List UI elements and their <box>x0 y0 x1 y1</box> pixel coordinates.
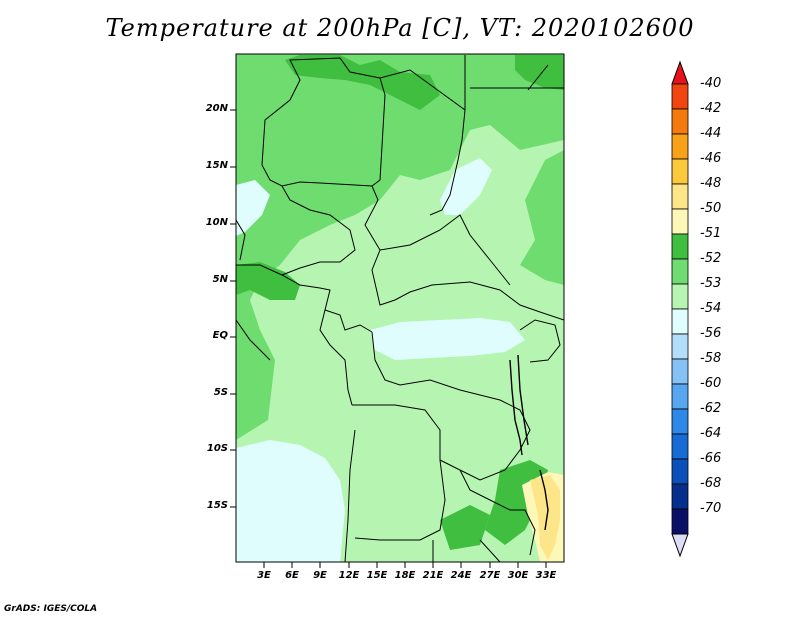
longitude-tick-marks <box>263 562 547 568</box>
lon-tick-label: 21E <box>422 570 444 581</box>
latitude-tick-marks <box>230 109 236 508</box>
field-band-56-w <box>236 180 270 236</box>
field-band-50-se <box>530 475 560 560</box>
lat-tick-label: 5N <box>212 274 228 285</box>
colorbar-swatch <box>671 283 689 310</box>
border-east-lakes-2 <box>517 354 529 446</box>
colorbar-label: -58 <box>700 351 722 366</box>
lat-tick-label: 15S <box>206 500 228 511</box>
border-n-right <box>464 55 564 110</box>
colorbar-label: -50 <box>700 201 722 216</box>
border-ne <box>379 69 466 216</box>
colorbar-label: -64 <box>700 426 722 441</box>
colorbar-swatch <box>671 108 689 135</box>
border-redsea <box>527 64 549 91</box>
colorbar-swatch <box>671 508 689 535</box>
colorbar <box>671 60 689 558</box>
lon-tick-label: 6E <box>285 570 299 581</box>
colorbar-label: -46 <box>700 151 722 166</box>
colorbar-swatch <box>671 433 689 460</box>
lat-tick-label: 5S <box>213 387 228 398</box>
colorbar-top-arrow <box>671 60 689 85</box>
field-band-52-s <box>440 505 490 550</box>
border-south <box>432 539 501 562</box>
field-band-53-east <box>520 150 564 285</box>
colorbar-bottom-arrow <box>671 533 689 558</box>
border-east-lakes <box>509 359 523 456</box>
border-zambia <box>439 459 536 556</box>
lat-tick-label: 15N <box>205 160 228 171</box>
colorbar-swatch <box>671 208 689 235</box>
country-borders <box>236 55 564 562</box>
border-nigeria <box>281 185 356 276</box>
lon-tick-label: 33E <box>535 570 557 581</box>
colorbar-swatch <box>671 83 689 110</box>
colorbar-swatch <box>671 483 689 510</box>
colorbar-label: -40 <box>700 76 722 91</box>
colorbar-label: -51 <box>700 226 722 241</box>
border-central <box>364 185 564 321</box>
lat-tick-label: 10S <box>206 443 228 454</box>
lon-tick-label: 3E <box>257 570 271 581</box>
border-gabon <box>319 309 353 406</box>
colorbar-swatch <box>671 133 689 160</box>
field-band-56-central <box>370 318 525 360</box>
lon-tick-label: 30E <box>507 570 529 581</box>
colorbar-label: -48 <box>700 176 722 191</box>
border-angola <box>352 404 446 541</box>
colorbar-swatch <box>671 233 689 260</box>
field-band-56-sw <box>236 440 345 562</box>
colorbar-swatch <box>671 308 689 335</box>
border-coast <box>236 219 356 562</box>
lat-tick-label: 20N <box>205 103 228 114</box>
lon-tick-label: 9E <box>313 570 327 581</box>
field-band-52-ne <box>515 55 564 90</box>
colorbar-label: -52 <box>700 251 722 266</box>
colorbar-swatch <box>671 358 689 385</box>
colorbar-swatch <box>671 333 689 360</box>
colorbar-label: -66 <box>700 451 722 466</box>
colorbar-label: -60 <box>700 376 722 391</box>
colorbar-label: -44 <box>700 126 722 141</box>
lon-tick-label: 15E <box>366 570 388 581</box>
colorbar-label: -70 <box>700 501 722 516</box>
field-band-52-w <box>236 262 300 300</box>
border-car <box>379 214 511 286</box>
map-title: Temperature at 200hPa [C], VT: 202010260… <box>105 14 695 42</box>
colorbar-label: -62 <box>700 401 722 416</box>
lon-tick-label: 24E <box>450 570 472 581</box>
colorbar-swatch <box>671 408 689 435</box>
lat-tick-label: EQ <box>212 330 228 341</box>
colorbar-label: -56 <box>700 326 722 341</box>
colorbar-label: -42 <box>700 101 722 116</box>
credit-text: GrADS: IGES/COLA <box>4 604 98 614</box>
colorbar-label: -53 <box>700 276 722 291</box>
colorbar-label: -68 <box>700 476 722 491</box>
colorbar-swatch <box>671 458 689 485</box>
border-w <box>236 264 373 333</box>
colorbar-swatch <box>671 183 689 210</box>
temperature-field <box>236 54 564 562</box>
lat-tick-label: 10N <box>205 217 228 228</box>
border-lake-malawi <box>539 469 549 531</box>
colorbar-swatch <box>671 158 689 185</box>
border-uganda <box>519 319 561 363</box>
border-drc <box>371 331 531 481</box>
colorbar-swatch <box>671 258 689 285</box>
colorbar-swatch <box>671 383 689 410</box>
field-band-53-west <box>236 54 564 440</box>
lon-tick-label: 18E <box>394 570 416 581</box>
colorbar-label: -54 <box>700 301 722 316</box>
lon-tick-label: 27E <box>479 570 501 581</box>
border-north <box>261 57 386 187</box>
lon-tick-label: 12E <box>338 570 360 581</box>
field-band-52-north <box>285 55 440 110</box>
field-band-56-north <box>440 158 492 215</box>
map-frame <box>235 53 565 563</box>
